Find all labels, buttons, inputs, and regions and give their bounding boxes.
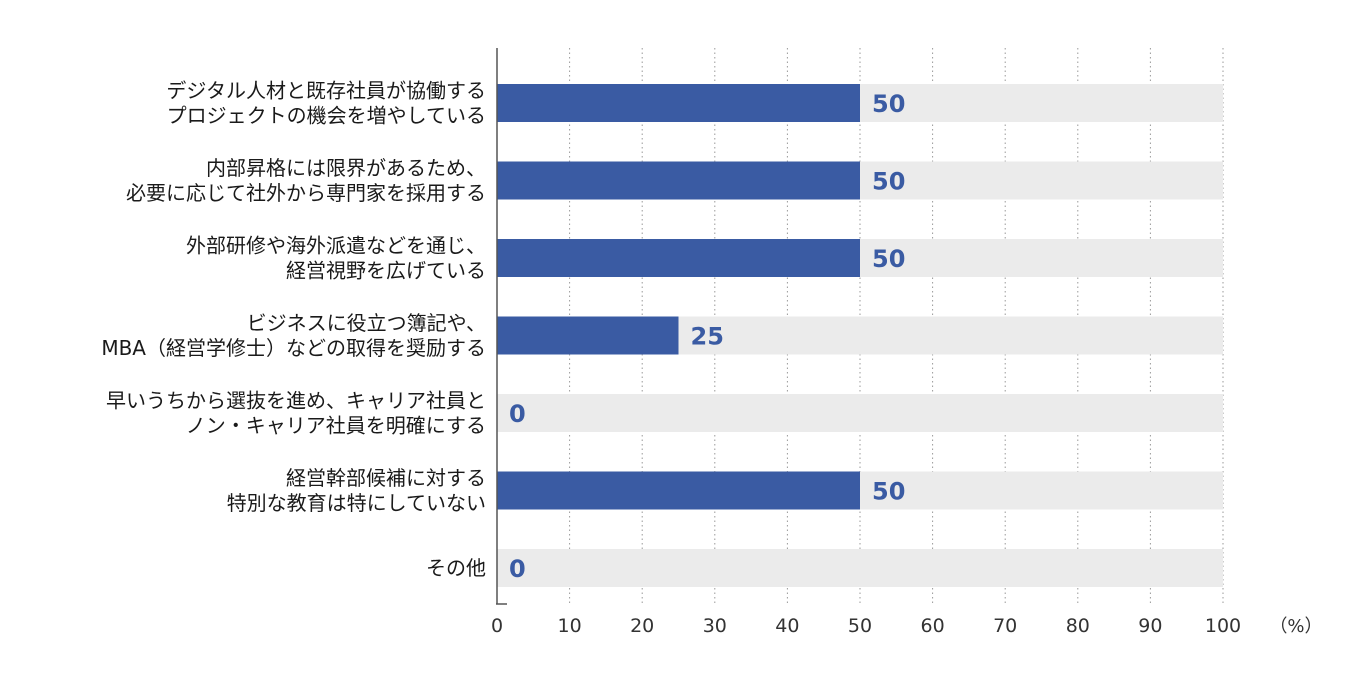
x-tick-label: 10 xyxy=(558,615,582,637)
x-tick-label: 70 xyxy=(993,615,1017,637)
category-label: 経営幹部候補に対する xyxy=(286,466,486,490)
bar xyxy=(497,84,860,122)
data-label: 50 xyxy=(872,90,905,118)
category-label: 特別な教育は特にしていない xyxy=(227,491,486,515)
category-label: 必要に応じて社外から専門家を採用する xyxy=(126,181,486,205)
x-tick-label: 80 xyxy=(1066,615,1090,637)
bars xyxy=(497,84,860,510)
bar-track xyxy=(497,394,1223,432)
x-tick-label: 40 xyxy=(775,615,799,637)
data-label: 25 xyxy=(691,323,724,351)
x-tick-label: 30 xyxy=(703,615,727,637)
bar-track xyxy=(497,549,1223,587)
x-tick-label: 20 xyxy=(630,615,654,637)
category-label: 外部研修や海外派遣などを通じ、 xyxy=(186,234,486,258)
x-tick-label: 90 xyxy=(1138,615,1162,637)
category-label: ノン・キャリア社員を明確にする xyxy=(186,414,486,438)
axes xyxy=(496,48,507,605)
x-tick-labels: 0 10 20 30 40 50 60 70 80 90 100 xyxy=(491,615,1241,637)
data-label: 0 xyxy=(509,555,526,583)
x-axis-unit: （%） xyxy=(1269,616,1322,637)
data-label: 50 xyxy=(872,168,905,196)
category-label: MBA（経営学修士）などの取得を奨励する xyxy=(101,336,486,360)
category-labels: デジタル人材と既存社員が協働するプロジェクトの機会を増やしている内部昇格には限界… xyxy=(101,79,486,581)
category-label: プロジェクトの機会を増やしている xyxy=(167,104,486,128)
data-label: 50 xyxy=(872,245,905,273)
category-label: ビジネスに役立つ簿記や、 xyxy=(247,311,486,335)
x-tick-label: 50 xyxy=(848,615,872,637)
x-tick-label: 100 xyxy=(1205,615,1241,637)
category-label: その他 xyxy=(426,556,486,580)
x-tick-label: 0 xyxy=(491,615,503,637)
category-label: 早いうちから選抜を進め、キャリア社員と xyxy=(106,389,486,413)
data-label: 50 xyxy=(872,478,905,506)
category-label: 経営視野を広げている xyxy=(286,259,486,283)
bar xyxy=(497,316,679,355)
x-tick-label: 60 xyxy=(921,615,945,637)
bar xyxy=(497,161,860,200)
data-label: 0 xyxy=(509,400,526,428)
category-label: デジタル人材と既存社員が協働する xyxy=(166,79,486,103)
category-label: 内部昇格には限界があるため、 xyxy=(206,156,486,180)
data-labels: 50 50 50 25 0 50 0 xyxy=(509,90,905,583)
bar xyxy=(497,239,860,277)
bar xyxy=(497,471,860,510)
